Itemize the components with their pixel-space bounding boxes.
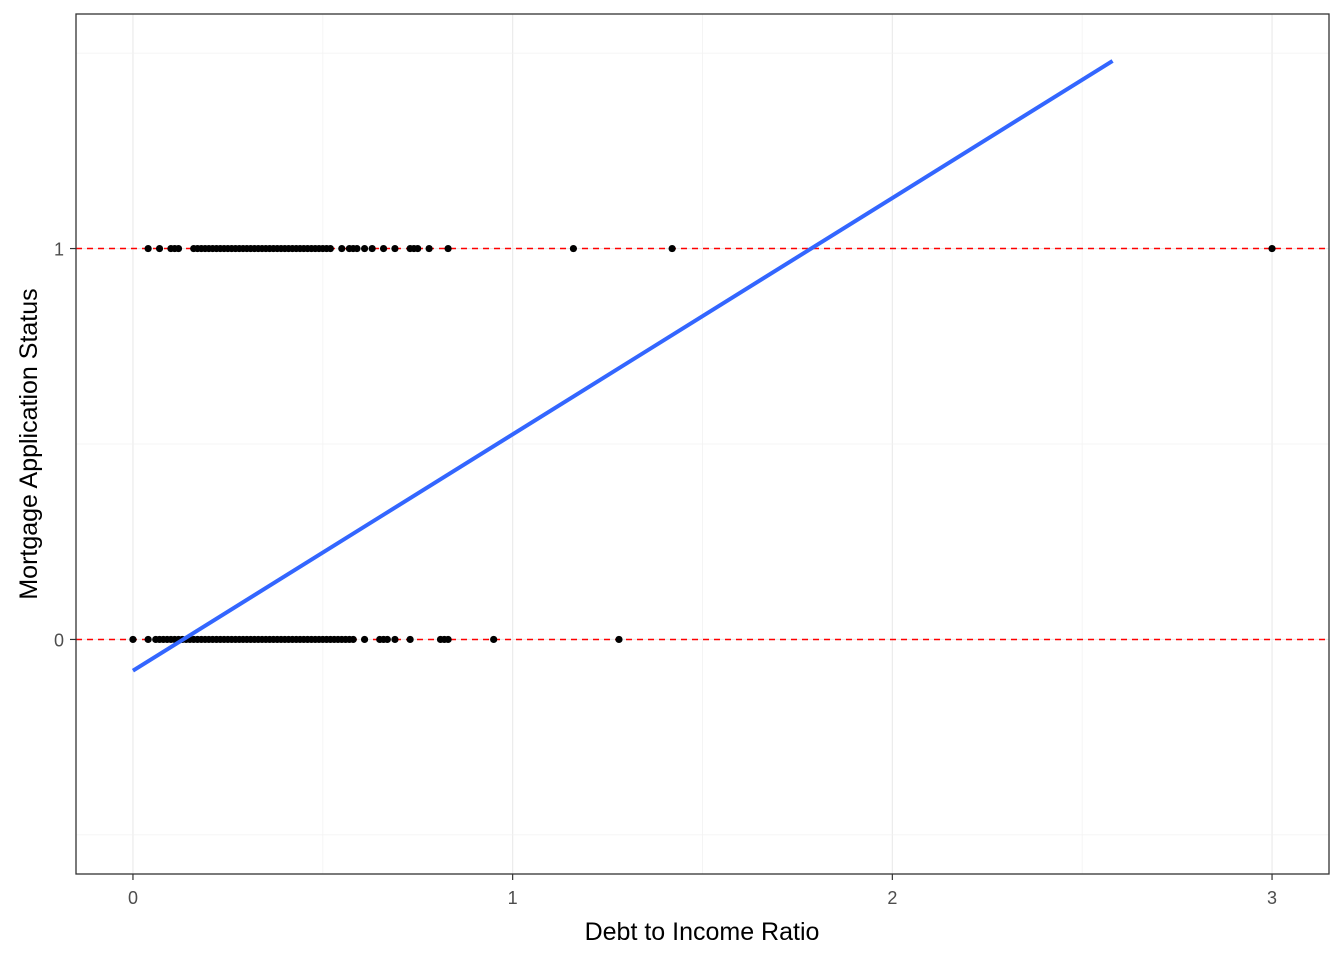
x-tick-label: 1 — [508, 888, 518, 908]
data-point — [353, 244, 361, 253]
y-axis-title: Mortgage Application Status — [15, 288, 43, 599]
x-tick-label: 3 — [1267, 888, 1277, 908]
data-point — [391, 244, 399, 253]
data-points — [129, 244, 1276, 644]
data-point — [379, 244, 388, 253]
data-point — [490, 635, 498, 644]
data-point — [349, 635, 357, 644]
data-point — [155, 244, 164, 253]
data-point — [129, 635, 137, 644]
data-point — [569, 244, 578, 253]
y-tick-label: 1 — [54, 240, 64, 260]
y-tick-label: 0 — [54, 630, 64, 650]
data-point — [360, 635, 369, 644]
plot-border — [75, 13, 1330, 875]
data-point — [1268, 244, 1276, 253]
x-axis-ticks: 0 1 2 3 — [128, 874, 1277, 908]
x-tick-label: 0 — [128, 888, 138, 908]
fit-line — [131, 59, 1114, 673]
data-point — [383, 635, 391, 644]
y-axis-ticks: 01 — [54, 240, 76, 650]
data-point — [444, 244, 452, 253]
data-point — [391, 635, 399, 644]
data-point — [326, 244, 334, 253]
data-point — [425, 244, 433, 253]
data-point — [406, 635, 414, 644]
data-point — [414, 244, 422, 253]
data-point — [615, 635, 623, 644]
data-point — [144, 635, 152, 644]
data-point — [144, 244, 152, 253]
minor-gridlines — [76, 14, 1329, 874]
x-tick-label: 2 — [887, 888, 897, 908]
fit-line-group — [131, 59, 1114, 673]
data-point — [174, 244, 183, 253]
data-point — [360, 244, 369, 253]
data-point — [338, 244, 346, 253]
data-point — [368, 244, 376, 253]
data-point — [668, 244, 676, 253]
data-point — [444, 635, 452, 644]
x-axis-title: Debt to Income Ratio — [585, 918, 820, 946]
